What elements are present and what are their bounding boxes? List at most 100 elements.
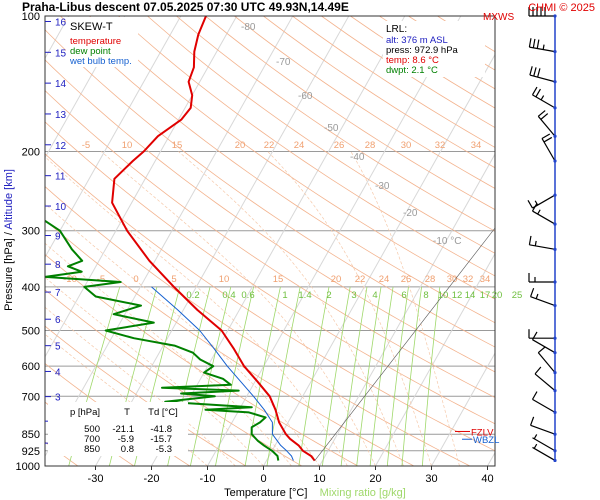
wind-barb-station-dot (553, 458, 557, 463)
lrl-title: LRL: (386, 24, 407, 35)
moist-adiabat-line (178, 151, 404, 466)
dry-adiabat-line (45, 186, 471, 466)
wind-barb-station-dot (553, 50, 557, 54)
lrl-dwpt: dwpt: 2.1 °C (386, 65, 438, 76)
legend-item: dew point (70, 46, 111, 57)
adiabat-label: 22 (264, 140, 275, 151)
isotherm-line (45, 16, 182, 259)
altitude-tick-label: 14 (55, 79, 67, 90)
moist-adiabat-line (100, 151, 376, 466)
lrl-alt: alt: 376 m ASL (386, 35, 448, 46)
wind-barb-station-dot (553, 80, 557, 84)
x-tick-label: 0 (260, 473, 266, 485)
wind-barb (532, 446, 556, 461)
chart-grid (45, 16, 495, 466)
pressure-tick-label: 1000 (16, 461, 40, 473)
wind-barb-station-dot (553, 193, 557, 197)
dry-adiabat-line (60, 16, 495, 324)
moist-adiabat-line (45, 156, 348, 466)
wind-barb-feather (530, 416, 535, 426)
wind-barb-half-feather (534, 240, 537, 246)
wind-barb-feather (537, 68, 541, 78)
levels-table-header: p [hPa] (70, 407, 100, 418)
adiabat-label: 26 (334, 140, 345, 151)
mixing-ratio-label: 3 (351, 290, 356, 301)
adiabat-label: 15 (172, 140, 183, 151)
levels-table-cell: -41.8 (150, 424, 172, 435)
wind-barb (530, 424, 556, 435)
wind-barb-half-feather (533, 443, 538, 449)
isotherm-label: -80 (241, 22, 256, 33)
adiabat-label: 34 (471, 140, 482, 151)
altitude-tick-label: 16 (55, 17, 67, 28)
wind-barb-feather (529, 66, 533, 76)
moist-adiabat-line (267, 151, 432, 466)
x-tick-label: -20 (144, 473, 160, 485)
wind-barb-station-dot (553, 432, 557, 436)
isotherm-label: -30 (375, 181, 390, 192)
mixing-ratio-line (421, 286, 441, 466)
y-axis-title: Pressure [hPa] / Altitude [km] (3, 169, 15, 311)
wind-barb-feather (530, 287, 535, 297)
wind-barb-feather (528, 38, 532, 48)
x-axis-title-mixing: Mixing ratio [g/kg] (320, 487, 406, 499)
pressure-tick-label: 925 (22, 446, 40, 458)
wind-barb-feather (528, 235, 532, 245)
dry-adiabat-line (45, 59, 495, 373)
wind-barb (534, 373, 556, 392)
adiabat-label: 30 (401, 140, 412, 151)
mixing-ratio-line (266, 286, 301, 466)
x-axis-title-temperature: Temperature [°C] (224, 487, 307, 499)
isotherm-line (95, 16, 350, 466)
levels-table-cell: 0.8 (121, 444, 134, 455)
pressure-tick-label: 100 (22, 11, 40, 23)
adiabat-label: -5 (97, 274, 105, 285)
wind-barb (532, 210, 556, 225)
levels-table-cell: -15.7 (150, 434, 172, 445)
levels-table-cell: -5.9 (118, 434, 134, 445)
mixing-ratio-label: 0.6 (241, 290, 254, 301)
adiabat-label: 20 (331, 274, 342, 285)
altitude-tick-label: 9 (55, 232, 61, 243)
adiabat-label: 10 (122, 140, 133, 151)
adiabat-label: 32 (463, 274, 474, 285)
x-tick-label: 40 (481, 473, 493, 485)
wind-barb-feather (537, 346, 546, 354)
wind-barb-feather (531, 86, 538, 96)
wind-barb (537, 352, 556, 373)
adiabat-label: 20 (235, 140, 246, 151)
wind-barb (532, 398, 556, 413)
legend-item: wet bulb temp. (69, 56, 132, 67)
wind-barb-station-dot (553, 410, 557, 414)
dry-adiabat-line (45, 253, 359, 466)
mixing-ratio-line (386, 286, 409, 466)
adiabat-label: 30 (447, 274, 458, 285)
plot-frame (44, 15, 496, 467)
altitude-tick-label: 12 (55, 141, 67, 152)
wind-barb-feather (543, 136, 553, 143)
wind-barb-feather (531, 202, 538, 212)
pressure-tick-label: 700 (22, 391, 40, 403)
legend-item: temperature (70, 36, 121, 47)
altitude-tick-label: 15 (55, 48, 67, 59)
wind-barb-feather (531, 331, 538, 340)
mixing-ratio-line (321, 286, 351, 466)
y-axis-title-pressure: Pressure [hPa] (3, 238, 15, 311)
wind-barb-feather (537, 110, 546, 117)
isotherm-label: -40 (350, 152, 365, 163)
legend-title: SKEW-T (70, 21, 113, 33)
isotherm-line (207, 16, 462, 466)
altitude-tick-label: 10 (55, 202, 67, 213)
isotherm-label: -50 (324, 123, 339, 134)
x-tick-label: -30 (88, 473, 104, 485)
wind-barb-station-dot (553, 222, 557, 226)
wind-barb-feather (541, 133, 551, 140)
y-axis-title-altitude: Altitude [km] (3, 169, 15, 230)
altitude-tick-label: 5 (55, 342, 61, 353)
adiabat-label: 0 (133, 274, 138, 285)
wind-barbs (527, 7, 557, 463)
wind-barb (532, 339, 556, 354)
mixing-ratio-label: 17 (480, 290, 491, 301)
wind-barb (529, 74, 556, 83)
mixing-ratio-line (401, 286, 422, 466)
